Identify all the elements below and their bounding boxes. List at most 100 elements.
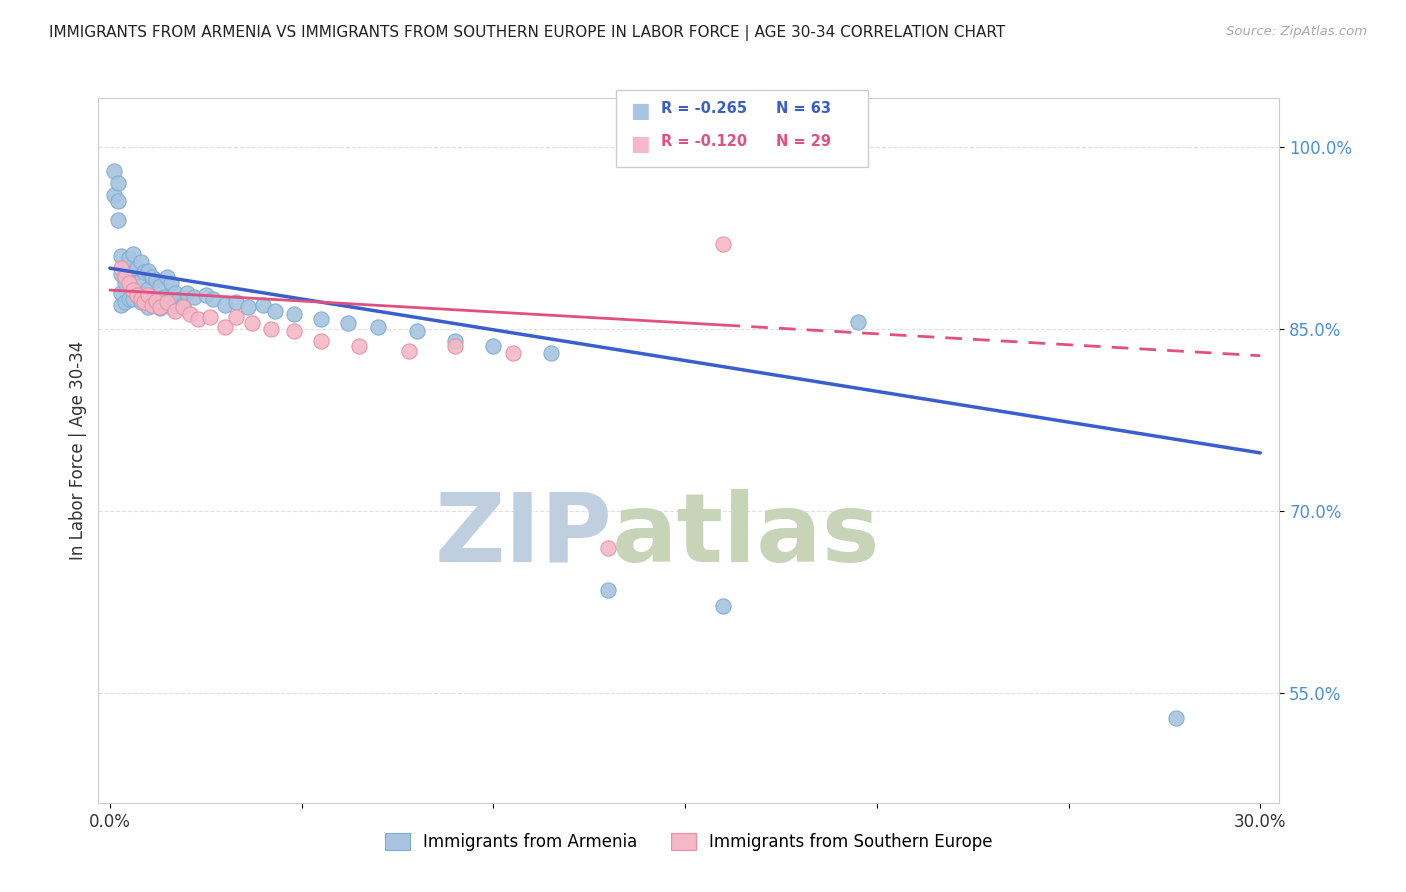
Point <box>283 325 305 339</box>
Point <box>114 269 136 284</box>
Point <box>225 295 247 310</box>
Point <box>156 295 179 310</box>
Point <box>110 285 132 300</box>
Point <box>160 300 183 314</box>
Point <box>149 300 172 314</box>
Text: atlas: atlas <box>612 489 880 582</box>
Point <box>160 276 183 290</box>
Text: IMMIGRANTS FROM ARMENIA VS IMMIGRANTS FROM SOUTHERN EUROPE IN LABOR FORCE | AGE : IMMIGRANTS FROM ARMENIA VS IMMIGRANTS FR… <box>49 25 1005 41</box>
Text: ZIP: ZIP <box>434 489 612 582</box>
Point <box>134 265 156 279</box>
Point <box>598 541 620 555</box>
Point <box>110 268 132 282</box>
Point <box>107 176 129 190</box>
Point <box>122 246 145 260</box>
Point <box>172 298 194 312</box>
Point <box>114 261 136 276</box>
Text: ■: ■ <box>630 101 650 120</box>
Point <box>165 303 187 318</box>
Point <box>149 301 172 316</box>
Point <box>134 295 156 310</box>
Point <box>179 307 201 321</box>
Point <box>134 286 156 301</box>
Point <box>502 346 524 360</box>
Point <box>347 339 370 353</box>
Point <box>129 295 152 310</box>
Point <box>110 261 132 276</box>
Point <box>172 300 194 314</box>
Point <box>444 339 467 353</box>
Point <box>136 300 159 314</box>
Y-axis label: In Labor Force | Age 30-34: In Labor Force | Age 30-34 <box>69 341 87 560</box>
Point <box>103 164 125 178</box>
Point <box>183 290 205 304</box>
Point <box>118 276 141 290</box>
Point <box>367 319 389 334</box>
Point <box>136 263 159 277</box>
Point <box>110 249 132 263</box>
Point <box>145 295 167 310</box>
Point <box>125 288 148 302</box>
Point <box>263 303 285 318</box>
Point <box>336 316 359 330</box>
Point <box>214 298 236 312</box>
Point <box>145 293 167 308</box>
Point <box>198 310 221 324</box>
Point <box>145 273 167 287</box>
Point <box>122 283 145 297</box>
Point <box>156 295 179 310</box>
Point <box>187 312 209 326</box>
Point <box>398 343 420 358</box>
Text: ■: ■ <box>630 135 650 154</box>
Point <box>165 285 187 300</box>
Point <box>125 261 148 276</box>
Point <box>152 290 174 304</box>
Point <box>129 273 152 287</box>
Point <box>309 334 332 348</box>
Point <box>1164 711 1187 725</box>
Point <box>482 339 505 353</box>
Text: Source: ZipAtlas.com: Source: ZipAtlas.com <box>1226 25 1367 38</box>
Point <box>846 315 869 329</box>
Point <box>129 292 152 306</box>
Point <box>225 310 247 324</box>
Point <box>167 292 190 306</box>
Point <box>141 298 163 312</box>
Point <box>122 266 145 280</box>
Text: R = -0.265: R = -0.265 <box>661 101 747 116</box>
Point <box>107 194 129 209</box>
Point <box>214 319 236 334</box>
Point <box>149 279 172 293</box>
Text: N = 29: N = 29 <box>776 135 831 149</box>
Point <box>107 212 129 227</box>
Point <box>444 334 467 348</box>
Point <box>236 300 259 314</box>
Text: N = 63: N = 63 <box>776 101 831 116</box>
Point <box>540 346 562 360</box>
Point <box>309 312 332 326</box>
Point <box>118 292 141 306</box>
Point <box>405 325 427 339</box>
Point <box>202 292 225 306</box>
Point <box>122 292 145 306</box>
Point <box>713 599 735 613</box>
Point <box>114 295 136 310</box>
Point <box>598 583 620 598</box>
Point <box>141 269 163 284</box>
Point <box>176 285 198 300</box>
Point <box>110 298 132 312</box>
Point <box>156 269 179 284</box>
Point <box>194 288 217 302</box>
Point <box>141 292 163 306</box>
Point <box>240 316 263 330</box>
Point <box>129 255 152 269</box>
Legend: Immigrants from Armenia, Immigrants from Southern Europe: Immigrants from Armenia, Immigrants from… <box>378 826 1000 858</box>
Text: R = -0.120: R = -0.120 <box>661 135 747 149</box>
Point <box>136 288 159 302</box>
Point <box>114 276 136 290</box>
Point <box>125 288 148 302</box>
Point <box>118 269 141 284</box>
Point <box>118 252 141 266</box>
Point <box>103 188 125 202</box>
Point <box>260 322 283 336</box>
